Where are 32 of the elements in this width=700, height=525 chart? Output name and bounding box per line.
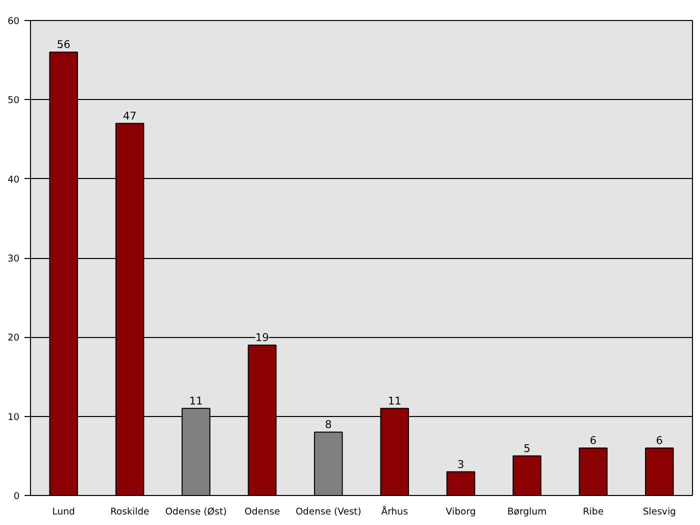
bar — [512, 455, 542, 496]
data-label: 56 — [56, 38, 71, 52]
x-tick-label: Børglum — [507, 506, 547, 518]
y-tick-label: 10 — [8, 412, 20, 423]
x-tick-label: Odense (Øst) — [165, 506, 227, 518]
data-label: 6 — [590, 434, 597, 447]
x-tick-label: Slesvig — [642, 506, 676, 518]
data-label: 11 — [388, 394, 402, 408]
x-tick-label: Odense (Vest) — [296, 506, 362, 518]
data-label: 3 — [457, 458, 464, 471]
data-label: 19 — [255, 331, 270, 344]
data-label: 47 — [123, 109, 137, 122]
bar — [314, 432, 343, 496]
y-tick-label: 30 — [8, 254, 20, 264]
x-tick-label: Lund — [52, 506, 76, 518]
data-label: 11 — [189, 394, 203, 408]
x-tick-label: Ribe — [582, 506, 604, 518]
bar — [446, 471, 476, 496]
y-tick-label: 0 — [14, 491, 20, 502]
x-tick-label: Århus — [381, 506, 408, 518]
y-tick-label: 20 — [8, 332, 20, 344]
data-label: 8 — [325, 418, 332, 432]
x-tick-label: Odense — [244, 506, 280, 518]
bar — [645, 448, 674, 496]
y-tick-label: 40 — [8, 174, 20, 186]
data-label: 5 — [524, 442, 530, 455]
x-tick-label: Viborg — [446, 506, 476, 518]
x-tick-label: Roskilde — [110, 506, 150, 518]
bar — [578, 448, 608, 496]
y-tick-label: 60 — [8, 16, 20, 27]
data-label: 6 — [656, 434, 664, 447]
y-tick-label: 50 — [8, 95, 20, 106]
